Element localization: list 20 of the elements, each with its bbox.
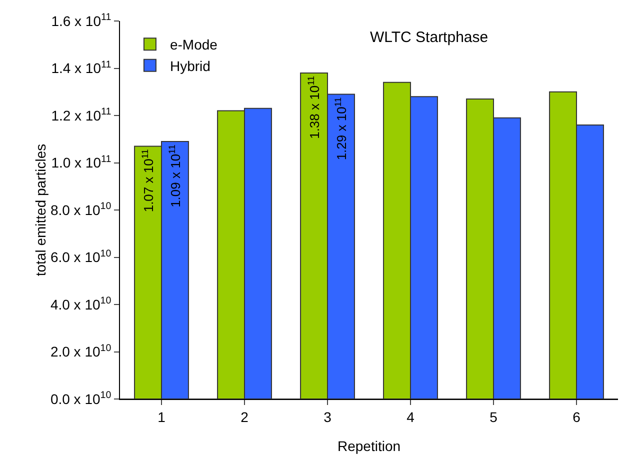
y-tick-label: 1.6 x 10$^{11}$ — [51, 12, 112, 29]
legend-label: Hybrid — [170, 58, 210, 74]
y-tick-label: 1.2 x 10$^{11}$ — [51, 106, 112, 124]
x-tick-label: 3 — [324, 408, 332, 425]
x-tick-label: 1 — [158, 408, 166, 425]
x-tick-label: 2 — [240, 408, 249, 425]
text: WLTC Startphase — [370, 29, 488, 46]
y-tick-label: 2.0 x 10$^{10}$ — [50, 342, 112, 360]
x-tick-label: 4 — [406, 408, 415, 425]
x-tick-label: 5 — [490, 408, 498, 425]
y-tick-label: 6.0 x 10$^{10}$ — [50, 248, 112, 266]
x-tick-label: 6 — [572, 408, 581, 425]
y-tick-label: 4.0 x 10$^{10}$ — [50, 296, 112, 312]
y-tick-label: 8.0 x 10$^{10}$ — [50, 201, 112, 218]
y-tick-label: 1.4 x 10$^{11}$ — [51, 59, 112, 76]
legend-label: e-Mode — [170, 36, 218, 53]
x-axis-title: Repetition — [337, 438, 401, 454]
y-tick-label: 1.0 x 10$^{11}$ — [51, 154, 112, 171]
y-tick-label: 0.0 x 10$^{10}$ — [50, 390, 112, 407]
y-axis-title: total emitted particles — [32, 144, 48, 276]
